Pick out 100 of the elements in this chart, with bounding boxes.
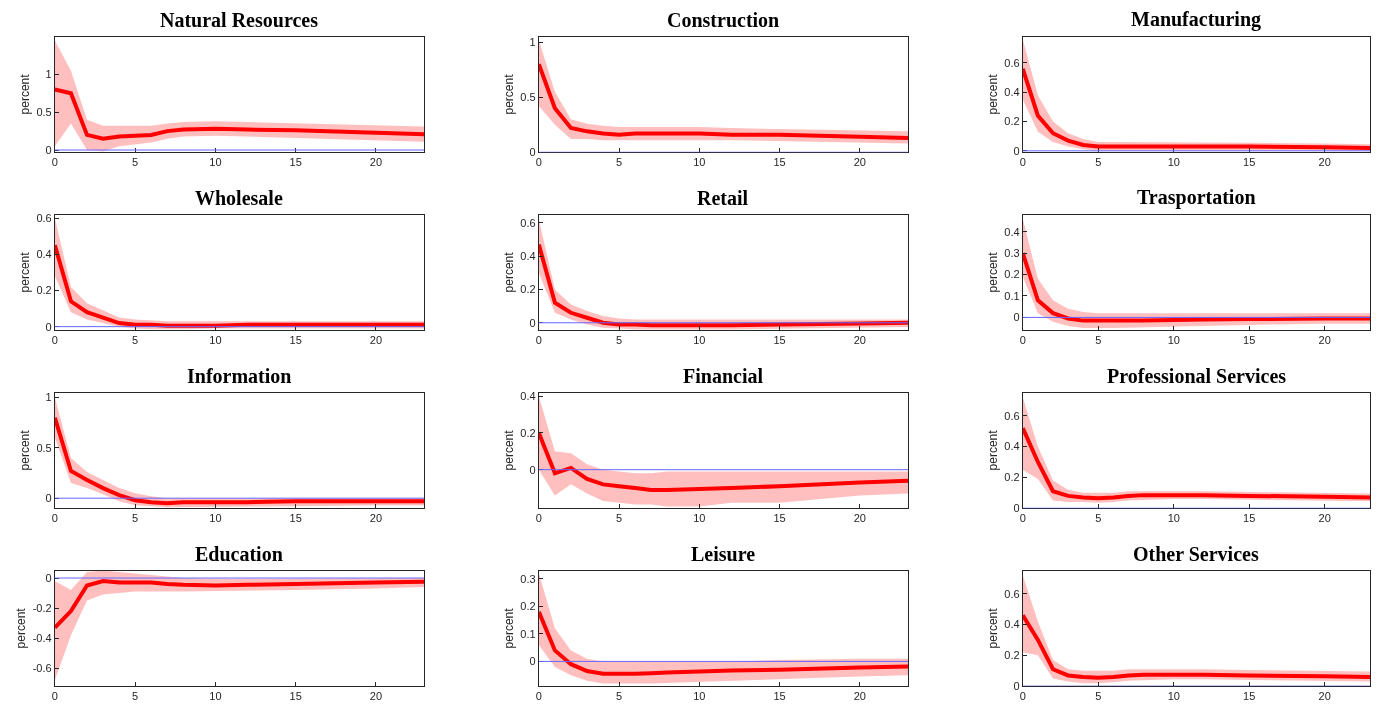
y-tick-label: 0.6: [1004, 587, 1020, 600]
y-tick-label: 0.2: [520, 283, 536, 296]
x-tick-label: 15: [289, 512, 302, 525]
x-tick-label: 20: [369, 156, 383, 169]
chart-title: Wholesale: [195, 187, 283, 209]
x-tick-label: 10: [209, 156, 222, 169]
y-tick-label: 0.2: [520, 600, 536, 613]
x-tick-label: 20: [853, 690, 866, 703]
y-tick-label: 0: [529, 146, 536, 159]
x-tick-label: 10: [693, 334, 706, 347]
y-tick-label: 0.3: [520, 572, 536, 585]
y-tick-label: 1: [45, 68, 52, 81]
x-tick-label: 5: [132, 512, 139, 525]
y-axis-title: percent: [985, 251, 1000, 293]
y-tick-label: 0.2: [520, 426, 536, 439]
x-tick-label: 20: [1318, 334, 1331, 347]
x-tick-label: 5: [616, 156, 623, 169]
y-axis-title: percent: [17, 429, 32, 471]
y-tick-label: 0: [1013, 144, 1020, 157]
x-tick-label: 20: [1318, 512, 1331, 525]
x-tick-label: 5: [132, 156, 139, 169]
y-axis-title: percent: [17, 251, 32, 293]
y-tick-label: 0.4: [1004, 86, 1020, 99]
x-tick-label: 5: [616, 334, 623, 347]
x-tick-label: 5: [1095, 690, 1102, 703]
y-axis-title: percent: [985, 429, 1000, 471]
y-tick-label: 0.6: [1004, 56, 1020, 69]
x-tick-label: 20: [369, 690, 383, 703]
y-tick-label: 0.2: [36, 284, 52, 297]
y-tick-label: 0.6: [1004, 409, 1020, 422]
x-tick-label: 15: [773, 156, 786, 169]
chart-title: Manufacturing: [1131, 8, 1261, 31]
x-tick-label: 15: [289, 690, 302, 703]
y-axis-title: percent: [501, 607, 516, 649]
x-tick-label: 20: [853, 156, 866, 169]
chart-title: Information: [187, 365, 292, 387]
x-tick-label: 10: [1167, 690, 1180, 703]
x-tick-label: 20: [853, 334, 866, 347]
x-tick-label: 15: [289, 156, 302, 169]
y-tick-label: 0.5: [36, 106, 52, 119]
chart-title: Financial: [683, 365, 764, 387]
x-tick-label: 20: [853, 512, 866, 525]
x-tick-label: 5: [132, 690, 139, 703]
x-tick-label: 10: [209, 512, 222, 525]
x-tick-label: 5: [132, 334, 139, 347]
x-tick-label: 5: [1095, 512, 1102, 525]
y-tick-label: 0: [1013, 680, 1020, 693]
y-axis-title: percent: [501, 251, 516, 293]
y-tick-label: 0.2: [1004, 268, 1020, 281]
x-tick-label: 10: [1167, 156, 1180, 169]
y-tick-label: 0.4: [520, 390, 536, 403]
x-tick-label: 20: [1318, 156, 1331, 169]
y-tick-label: 0: [1013, 311, 1020, 324]
chart-title: Construction: [667, 9, 780, 31]
x-tick-label: 5: [1095, 334, 1102, 347]
x-tick-label: 10: [693, 690, 706, 703]
y-tick-label: 1: [529, 35, 536, 48]
y-tick-label: 0.2: [1004, 471, 1020, 484]
chart-title: Professional Services: [1107, 365, 1287, 387]
y-axis-title: percent: [985, 73, 1000, 115]
x-tick-label: 15: [773, 690, 786, 703]
y-tick-label: 1: [45, 391, 52, 404]
y-tick-label: 0.1: [1004, 289, 1020, 302]
y-tick-label: 0: [1013, 502, 1020, 515]
y-axis-title: percent: [985, 607, 1000, 649]
y-tick-label: 0.2: [1004, 115, 1020, 128]
x-tick-label: 10: [1167, 334, 1180, 347]
x-tick-label: 20: [369, 512, 383, 525]
x-tick-label: 15: [773, 512, 786, 525]
y-tick-label: 0.4: [520, 250, 536, 263]
chart-title: Trasportation: [1137, 186, 1256, 209]
y-tick-label: -0.2: [32, 601, 52, 614]
y-tick-label: 0: [45, 492, 52, 505]
y-tick-label: 0.4: [1004, 440, 1020, 453]
chart-title: Education: [195, 543, 283, 565]
y-tick-label: 0.5: [520, 91, 536, 104]
y-tick-label: 0: [529, 316, 536, 329]
x-tick-label: 5: [616, 690, 623, 703]
x-tick-label: 5: [1095, 156, 1102, 169]
x-tick-label: 15: [289, 334, 302, 347]
x-tick-label: 10: [209, 334, 222, 347]
y-tick-label: 0: [45, 571, 52, 584]
x-tick-label: 15: [1243, 334, 1256, 347]
y-tick-label: 0.3: [1004, 246, 1020, 259]
x-tick-label: 15: [1243, 690, 1256, 703]
x-tick-label: 15: [1243, 156, 1256, 169]
x-tick-label: 10: [1167, 512, 1180, 525]
y-tick-label: 0.5: [36, 441, 52, 454]
chart-title: Leisure: [691, 543, 756, 565]
y-axis-title: percent: [14, 607, 29, 649]
y-tick-label: 0.2: [1004, 649, 1020, 662]
y-tick-label: 0: [529, 655, 536, 668]
y-tick-label: 0: [529, 463, 536, 476]
y-tick-label: 0.4: [36, 248, 52, 261]
chart-title: Other Services: [1133, 543, 1259, 565]
y-tick-label: 0.6: [36, 212, 52, 225]
x-tick-label: 15: [773, 334, 786, 347]
y-axis-title: percent: [501, 429, 516, 471]
x-tick-label: 15: [1243, 512, 1256, 525]
x-tick-label: 10: [209, 690, 222, 703]
